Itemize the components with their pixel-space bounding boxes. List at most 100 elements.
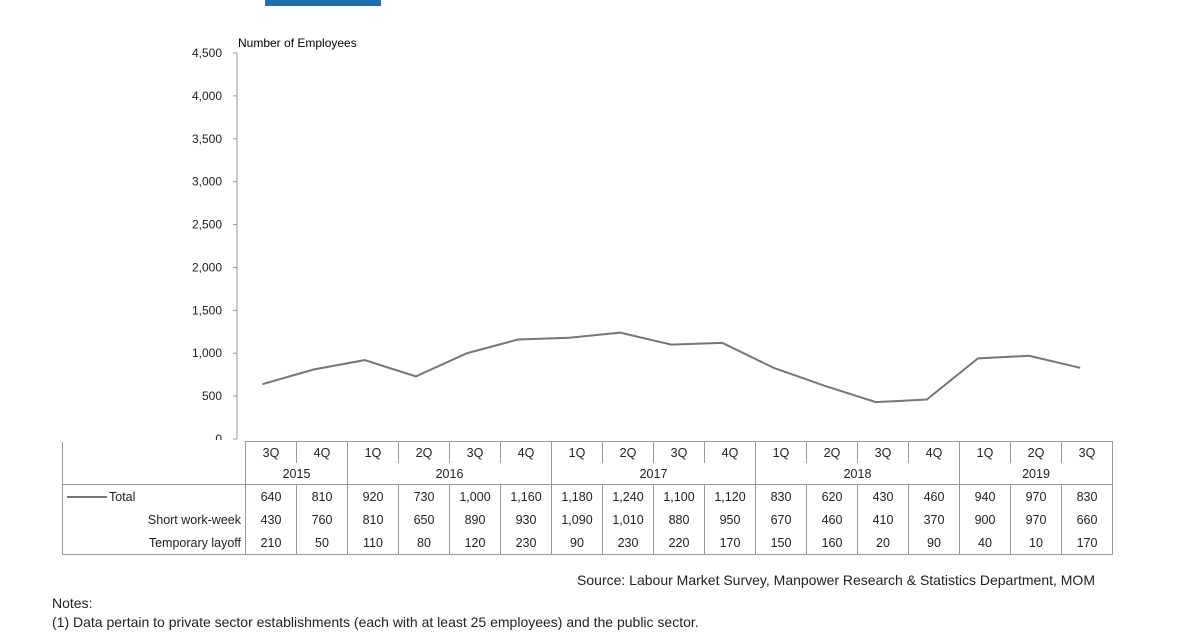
quarter-label: 2Q: [603, 442, 654, 464]
data-label: 370: [909, 508, 960, 531]
data-label: 760: [297, 508, 348, 531]
y-tick-label: 3,500: [192, 132, 222, 146]
data-label: 160: [807, 531, 858, 555]
notes-heading: Notes:: [52, 594, 699, 613]
note-item: (1) Data pertain to private sector estab…: [52, 613, 699, 632]
data-label: 1,090: [552, 508, 603, 531]
data-label: 460: [909, 485, 960, 509]
quarter-label: 2Q: [1011, 442, 1062, 464]
data-label: 670: [756, 508, 807, 531]
data-label: 660: [1062, 508, 1113, 531]
y-tick-label: 2,000: [192, 260, 222, 274]
year-label: 2016: [348, 463, 552, 485]
data-label: 900: [960, 508, 1011, 531]
quarter-label: 1Q: [960, 442, 1011, 464]
data-label: 410: [858, 508, 909, 531]
data-label: 880: [654, 508, 705, 531]
data-label: 730: [399, 485, 450, 509]
quarter-label: 1Q: [348, 442, 399, 464]
data-label: 620: [807, 485, 858, 509]
quarter-label: 4Q: [297, 442, 348, 464]
y-tick-label: 4,000: [192, 89, 222, 103]
data-label: 1,000: [450, 485, 501, 509]
year-label: 2018: [756, 463, 960, 485]
data-label: 970: [1011, 508, 1062, 531]
data-label: 80: [399, 531, 450, 555]
year-label: 2017: [552, 463, 756, 485]
source-note: Source: Labour Market Survey, Manpower R…: [577, 572, 1095, 588]
series-label: Total: [63, 485, 246, 509]
data-label: 230: [501, 531, 552, 555]
table-corner: [63, 463, 246, 485]
table-corner: [63, 442, 246, 464]
data-label: 890: [450, 508, 501, 531]
quarter-label: 2Q: [399, 442, 450, 464]
data-label: 40: [960, 531, 1011, 555]
data-label: 1,240: [603, 485, 654, 509]
series-label: Short work-week: [63, 508, 246, 531]
year-label: 2019: [960, 463, 1113, 485]
data-label: 830: [756, 485, 807, 509]
data-label: 170: [705, 531, 756, 555]
quarter-label: 2Q: [807, 442, 858, 464]
data-label: 220: [654, 531, 705, 555]
series-name: Total: [109, 490, 135, 504]
series-label: Temporary layoff: [63, 531, 246, 555]
data-label: 430: [858, 485, 909, 509]
data-label: 430: [246, 508, 297, 531]
legend-line-icon: [67, 496, 107, 498]
data-label: 940: [960, 485, 1011, 509]
data-label: 950: [705, 508, 756, 531]
data-label: 810: [348, 508, 399, 531]
data-label: 50: [297, 531, 348, 555]
quarter-label: 3Q: [654, 442, 705, 464]
data-label: 1,180: [552, 485, 603, 509]
y-tick-label: 0: [215, 432, 222, 440]
series-name: Short work-week: [148, 513, 241, 527]
data-label: 230: [603, 531, 654, 555]
data-label: 210: [246, 531, 297, 555]
data-label: 920: [348, 485, 399, 509]
data-label: 10: [1011, 531, 1062, 555]
y-tick-label: 1,000: [192, 346, 222, 360]
quarter-label: 3Q: [246, 442, 297, 464]
quarter-label: 3Q: [1062, 442, 1113, 464]
data-label: 830: [1062, 485, 1113, 509]
data-label: 640: [246, 485, 297, 509]
quarter-label: 3Q: [450, 442, 501, 464]
notes: Notes: (1) Data pertain to private secto…: [52, 594, 699, 632]
data-label: 170: [1062, 531, 1113, 555]
data-label: 1,160: [501, 485, 552, 509]
data-label: 1,100: [654, 485, 705, 509]
quarter-label: 4Q: [909, 442, 960, 464]
data-label: 90: [552, 531, 603, 555]
quarter-label: 4Q: [501, 442, 552, 464]
data-label: 650: [399, 508, 450, 531]
quarter-label: 4Q: [705, 442, 756, 464]
series-name: Temporary layoff: [149, 536, 241, 550]
data-label: 110: [348, 531, 399, 555]
data-label: 20: [858, 531, 909, 555]
y-tick-label: 2,500: [192, 218, 222, 232]
year-label: 2015: [246, 463, 348, 485]
data-label: 970: [1011, 485, 1062, 509]
data-label: 120: [450, 531, 501, 555]
y-tick-label: 500: [202, 389, 222, 403]
y-tick-label: 3,000: [192, 175, 222, 189]
line-chart: Number of Employees 0 500 1,000 1,500 2,000 2…: [0, 0, 1200, 440]
y-tick-label: 1,500: [192, 303, 222, 317]
data-label: 1,010: [603, 508, 654, 531]
y-axis-label: Number of Employees: [238, 36, 357, 50]
quarter-label: 1Q: [756, 442, 807, 464]
data-label: 90: [909, 531, 960, 555]
data-label: 810: [297, 485, 348, 509]
quarter-label: 1Q: [552, 442, 603, 464]
data-label: 460: [807, 508, 858, 531]
data-label: 150: [756, 531, 807, 555]
y-tick-label: 4,500: [192, 46, 222, 60]
data-label: 930: [501, 508, 552, 531]
